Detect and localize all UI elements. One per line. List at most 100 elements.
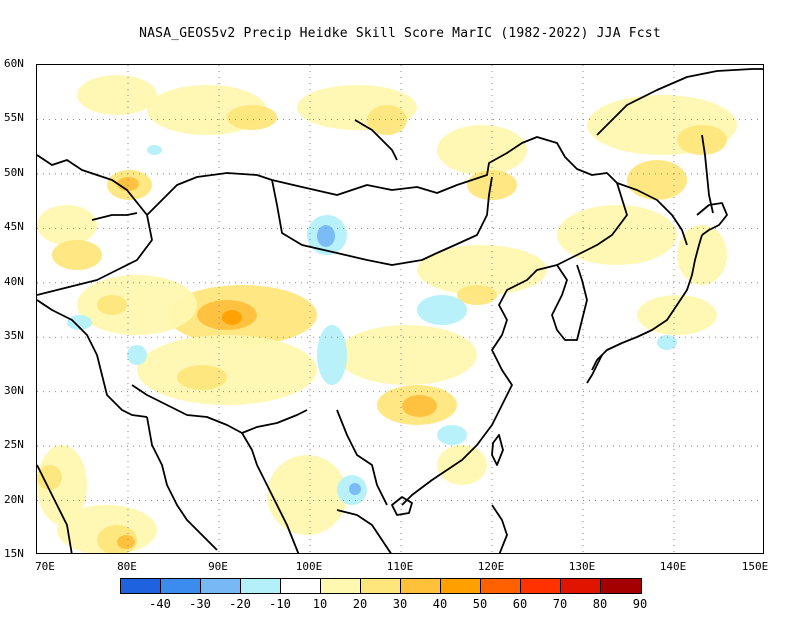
longitude-tick-label: 70E — [35, 560, 55, 573]
longitude-tick-label: 130E — [568, 560, 596, 573]
colorbar-swatch — [161, 579, 201, 593]
caspian-region — [37, 154, 153, 296]
colorbar-swatch — [521, 579, 561, 593]
latitude-tick-label: 55N — [4, 111, 24, 125]
laos-vietnam-border — [336, 409, 388, 506]
chart-title: NASA_GEOS5v2 Precip Heidke Skill Score M… — [139, 26, 661, 41]
colorbar-label: 90 — [632, 597, 648, 611]
amur-coast — [616, 182, 688, 246]
japan-honshu — [591, 234, 703, 371]
colorbar-label: 80 — [592, 597, 608, 611]
india-coast-south — [37, 464, 73, 553]
longitude-tick-label: 80E — [117, 560, 137, 573]
colorbar-swatch — [361, 579, 401, 593]
sakhalin — [701, 134, 714, 214]
skill-score-patch — [337, 325, 477, 385]
skill-score-patch — [37, 205, 97, 245]
okhotsk-coast — [596, 68, 763, 136]
skill-score-patch — [677, 225, 727, 285]
skill-score-patch — [349, 483, 361, 495]
skill-score-patch — [417, 295, 467, 325]
skill-score-patch — [437, 425, 467, 445]
lake-balkhash — [91, 212, 138, 221]
longitude-tick-label: 110E — [386, 560, 414, 573]
latitude-tick-label: 30N — [4, 383, 24, 397]
skill-score-patch — [77, 75, 157, 115]
lake-baikal — [354, 119, 398, 161]
mongolia-south-border — [271, 176, 493, 266]
skill-score-patch — [137, 335, 317, 405]
japan-hokkaido — [696, 202, 728, 236]
latitude-tick-label: 45N — [4, 220, 24, 234]
longitude-tick-label: 90E — [208, 560, 228, 573]
skill-score-patch — [317, 225, 335, 247]
latitude-tick-label: 15N — [4, 547, 24, 560]
china-east-coast — [401, 182, 628, 506]
colorbar-swatch — [401, 579, 441, 593]
latitude-tick-label: 40N — [4, 274, 24, 288]
colorbar-swatch — [441, 579, 481, 593]
skill-score-patch — [222, 310, 242, 325]
longitude-tick-label: 140E — [659, 560, 687, 573]
latitude-tick-label: 25N — [4, 438, 24, 452]
skill-score-fill-layer — [37, 75, 737, 553]
skill-score-patch — [437, 445, 487, 485]
colorbar-label: -30 — [189, 597, 211, 611]
skill-score-patch — [67, 315, 92, 330]
skill-score-patch — [97, 295, 127, 315]
skill-score-patch — [437, 125, 527, 175]
colorbar-swatch — [241, 579, 281, 593]
skill-score-patch — [177, 365, 227, 390]
skill-score-patch — [267, 455, 347, 535]
skill-score-patch — [417, 245, 547, 295]
colorbar-label: 70 — [552, 597, 568, 611]
taiwan — [491, 434, 504, 466]
hainan — [391, 496, 413, 516]
skill-score-patch — [627, 160, 687, 200]
longitude-tick-label: 150E — [741, 560, 769, 573]
skill-score-patch — [77, 275, 197, 335]
china-mongolia-border — [146, 136, 618, 216]
latitude-tick-label: 50N — [4, 165, 24, 179]
latitude-tick-label: 60N — [4, 57, 24, 70]
colorbar-label: 40 — [432, 597, 448, 611]
colorbar-swatch — [281, 579, 321, 593]
colorbar-label: 10 — [312, 597, 328, 611]
himalaya-border — [131, 384, 308, 434]
skill-score-patch — [227, 105, 277, 130]
skill-score-patch — [637, 295, 717, 335]
korea-peninsula — [551, 264, 588, 341]
longitude-tick-label: 100E — [295, 560, 323, 573]
philippines-luzon — [491, 504, 508, 553]
map-plot-area — [36, 64, 764, 554]
longitude-tick-label: 120E — [477, 560, 505, 573]
colorbar-label: -20 — [229, 597, 251, 611]
colorbar-label: 60 — [512, 597, 528, 611]
skill-score-patch — [402, 395, 437, 417]
colorbar-swatch — [601, 579, 641, 593]
coastlines-and-borders — [37, 68, 763, 553]
colorbar-swatch — [201, 579, 241, 593]
skill-score-patch — [37, 465, 62, 490]
skill-score-patch — [147, 145, 162, 155]
colorbar-label: -40 — [149, 597, 171, 611]
colorbar-swatch — [121, 579, 161, 593]
japan-kyushu — [586, 354, 603, 384]
colorbar-swatch — [481, 579, 521, 593]
skill-score-patch — [117, 535, 135, 549]
colorbar-label: 30 — [392, 597, 408, 611]
latitude-tick-label: 35N — [4, 329, 24, 343]
map-canvas — [37, 65, 763, 553]
colorbar-label: 50 — [472, 597, 488, 611]
skill-score-patch — [52, 240, 102, 270]
colorbar-label: 20 — [352, 597, 368, 611]
skill-score-patch — [457, 285, 497, 305]
colorbar-label: -10 — [269, 597, 291, 611]
india-west-border — [37, 299, 148, 418]
bay-of-bengal-coast — [146, 416, 218, 551]
skill-score-patch — [367, 105, 407, 135]
colorbar-swatch — [561, 579, 601, 593]
burma-border — [241, 432, 300, 553]
skill-score-patch — [317, 325, 347, 385]
gridlines — [37, 65, 763, 553]
